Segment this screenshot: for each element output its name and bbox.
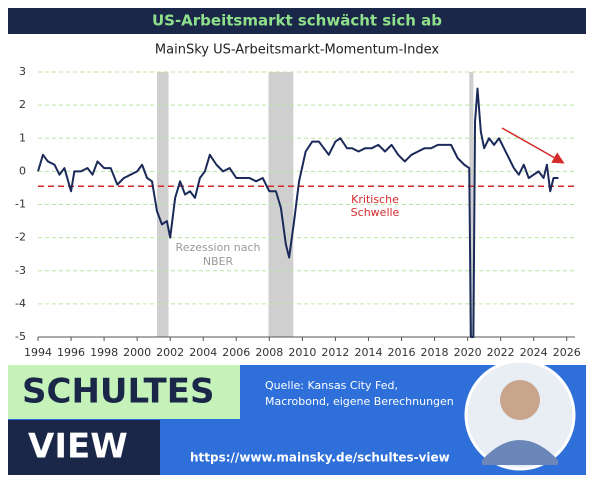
x-tick-label: 2002 (156, 346, 184, 359)
recession-band (469, 72, 474, 337)
y-tick-label: -4 (15, 297, 26, 310)
x-tick-label: 2018 (421, 346, 449, 359)
url: https://www.mainsky.de/schultes-view (190, 451, 450, 465)
portrait-head (500, 380, 540, 420)
x-tick-label: 2022 (487, 346, 515, 359)
y-tick-label: -1 (15, 198, 26, 211)
x-tick-label: 1998 (90, 346, 118, 359)
x-tick-label: 2004 (189, 346, 217, 359)
brand-box-bottom (8, 420, 160, 475)
x-tick-label: 1996 (57, 346, 85, 359)
title-banner (8, 8, 586, 34)
recession-label: NBER (203, 255, 234, 268)
recession-label: Rezession nach (176, 241, 261, 254)
trend-arrow (501, 127, 565, 164)
x-tick-label: 2000 (123, 346, 151, 359)
threshold-label: Schwelle (351, 206, 400, 219)
portrait-body (482, 440, 558, 465)
x-tick-label: 2012 (321, 346, 349, 359)
y-tick-label: 2 (19, 98, 26, 111)
x-tick-label: 2024 (520, 346, 548, 359)
x-tick-label: 2026 (553, 346, 581, 359)
brand-top: SCHULTES (22, 372, 214, 412)
y-tick-label: -5 (15, 330, 26, 343)
banner-title: US-Arbeitsmarkt schwächt sich ab (152, 12, 442, 30)
x-tick-label: 2010 (288, 346, 316, 359)
threshold-label: Kritische (351, 193, 399, 206)
x-tick-label: 1994 (24, 346, 52, 359)
brand-box-top (8, 365, 240, 419)
source-line: Macrobond, eigene Berechnungen (265, 395, 454, 408)
chart-title: MainSky US-Arbeitsmarkt-Momentum-Index (155, 43, 439, 58)
source-line: Quelle: Kansas City Fed, (265, 379, 398, 392)
brand-bottom: VIEW (28, 427, 128, 467)
series-line (37, 87, 559, 338)
y-tick-label: -3 (15, 264, 26, 277)
recession-band (156, 72, 169, 337)
x-tick-label: 2020 (454, 346, 482, 359)
y-tick-label: 0 (19, 164, 26, 177)
x-tick-label: 2008 (255, 346, 283, 359)
y-tick-label: -2 (15, 231, 26, 244)
y-tick-label: 1 (19, 131, 26, 144)
x-tick-label: 2014 (354, 346, 382, 359)
y-tick-label: 3 (19, 65, 26, 78)
x-tick-label: 2006 (222, 346, 250, 359)
x-tick-label: 2016 (388, 346, 416, 359)
